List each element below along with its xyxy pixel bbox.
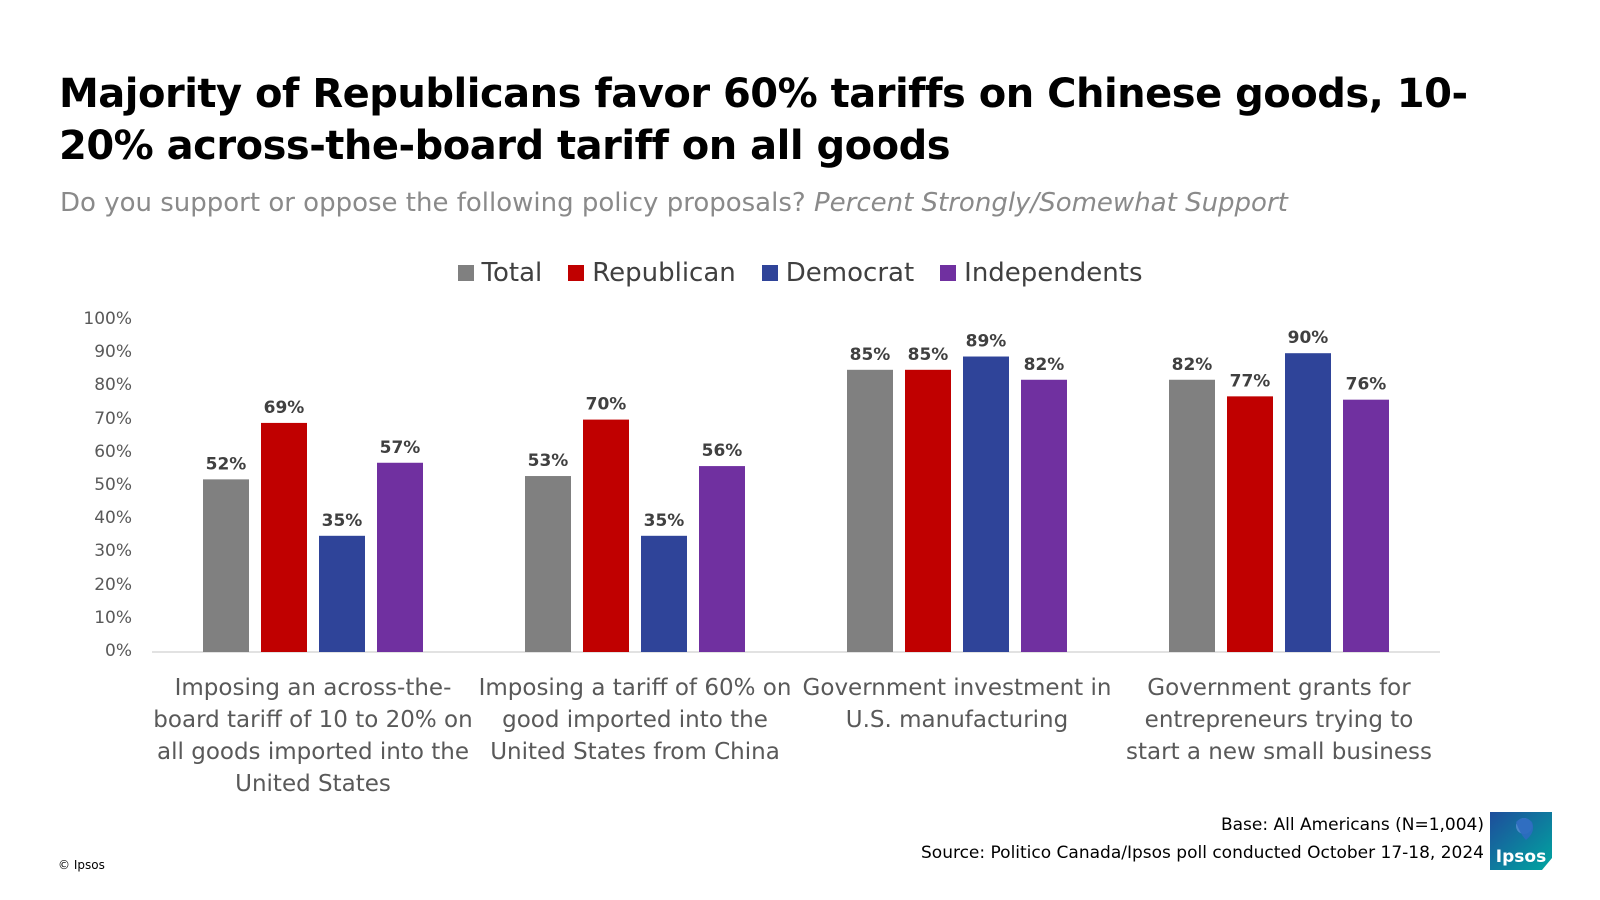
- legend-swatch-total: [457, 265, 474, 281]
- y-tick-label: 70%: [94, 408, 132, 429]
- data-label: 35%: [322, 511, 363, 531]
- ipsos-logo: Ipsos: [1490, 812, 1552, 870]
- bar-total: [847, 369, 893, 652]
- subtitle-question: Do you support or oppose the following p…: [60, 188, 806, 218]
- bar-total: [1169, 379, 1215, 652]
- bar-democrat: [319, 535, 365, 652]
- y-tick-label: 90%: [94, 342, 132, 363]
- bar-independents: [699, 466, 745, 652]
- bar-republican: [261, 422, 307, 652]
- svg-text:Ipsos: Ipsos: [1496, 847, 1546, 867]
- data-label: 69%: [264, 398, 305, 418]
- legend-swatch-independents: [940, 265, 957, 281]
- bar-republican: [905, 369, 951, 652]
- chart-title: Majority of Republicans favor 60% tariff…: [59, 71, 1468, 169]
- y-tick-label: 30%: [94, 541, 132, 562]
- legend-item-independents: Independents: [940, 258, 1143, 288]
- y-tick-label: 80%: [94, 375, 132, 396]
- data-label: 82%: [1172, 355, 1213, 375]
- y-tick-label: 100%: [83, 309, 132, 329]
- bar-independents: [1343, 399, 1389, 652]
- data-label: 85%: [850, 345, 891, 365]
- y-tick-label: 10%: [94, 607, 132, 628]
- data-label: 85%: [908, 345, 949, 365]
- bar-total: [525, 476, 571, 652]
- legend-label: Democrat: [785, 258, 915, 288]
- bar-democrat: [1285, 353, 1331, 652]
- legend-label: Total: [481, 258, 543, 288]
- y-tick-label: 20%: [94, 574, 132, 595]
- bar-democrat: [641, 535, 687, 652]
- chart-legend: Total Republican Democrat Independents: [0, 258, 1600, 288]
- category-label: Government grants for entrepreneurs tryi…: [1126, 675, 1432, 765]
- base-note: Base: All Americans (N=1,004): [1220, 815, 1484, 835]
- data-label: 57%: [380, 438, 421, 458]
- y-tick-label: 0%: [105, 641, 132, 661]
- data-label: 82%: [1024, 355, 1065, 375]
- category-label: Imposing an across-the-board tariff of 1…: [153, 675, 473, 797]
- data-label: 53%: [528, 451, 569, 471]
- legend-swatch-republican: [568, 265, 585, 281]
- subtitle-measure: Percent Strongly/Somewhat Support: [813, 188, 1288, 218]
- legend-label: Republican: [592, 258, 736, 288]
- legend-swatch-democrat: [761, 265, 778, 281]
- y-tick-label: 40%: [94, 508, 132, 529]
- data-label: 70%: [586, 395, 627, 415]
- data-label: 89%: [966, 332, 1007, 352]
- copyright-notice: © Ipsos: [58, 858, 105, 872]
- data-label: 76%: [1346, 375, 1387, 395]
- data-label: 52%: [206, 454, 247, 474]
- chart-subtitle: Do you support or oppose the following p…: [60, 186, 1540, 220]
- legend-item-republican: Republican: [568, 258, 736, 288]
- category-label: Imposing a tariff of 60% on good importe…: [478, 675, 792, 765]
- bar-independents: [377, 462, 423, 652]
- source-note: Source: Politico Canada/Ipsos poll condu…: [921, 843, 1484, 863]
- legend-label: Independents: [964, 258, 1143, 288]
- data-label: 77%: [1230, 371, 1271, 391]
- legend-item-democrat: Democrat: [761, 258, 915, 288]
- data-label: 56%: [702, 441, 743, 461]
- bar-independents: [1021, 379, 1067, 652]
- category-label: Government investment in U.S. manufactur…: [802, 675, 1112, 733]
- legend-item-total: Total: [457, 258, 543, 288]
- data-label: 35%: [644, 511, 685, 531]
- bar-republican: [583, 419, 629, 652]
- bar-republican: [1227, 396, 1273, 652]
- y-tick-label: 60%: [94, 441, 132, 462]
- y-tick-label: 50%: [94, 475, 132, 495]
- bar-total: [203, 479, 249, 652]
- bar-democrat: [963, 356, 1009, 652]
- data-label: 90%: [1288, 328, 1329, 348]
